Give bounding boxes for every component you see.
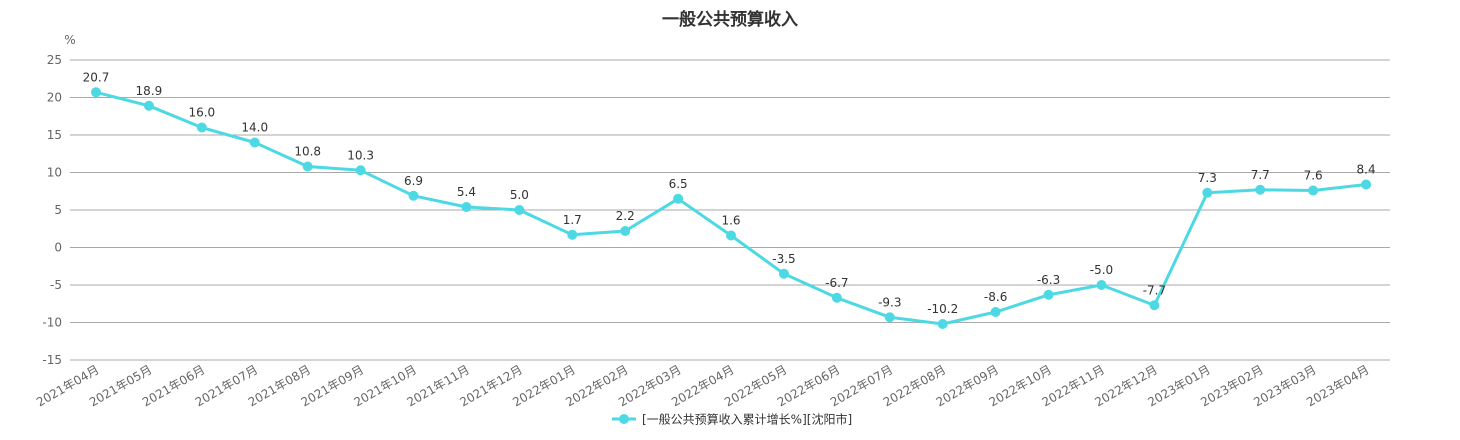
data-label: -6.3 — [1037, 273, 1060, 287]
x-axis-ticks: 2021年04月2021年05月2021年06月2021年07月2021年08月… — [34, 362, 1372, 409]
data-point[interactable] — [1202, 187, 1213, 198]
y-axis-unit: % — [64, 33, 75, 47]
data-point[interactable] — [620, 226, 631, 236]
y-axis-ticks: 25 20 15 10 5 0 -5 -10 -15 — [42, 53, 62, 367]
data-label: 7.7 — [1251, 168, 1270, 182]
data-point[interactable] — [567, 229, 578, 240]
data-label: -8.6 — [984, 290, 1007, 304]
legend[interactable]: [一般公共预算收入累计增长%][沈阳市] — [612, 412, 852, 427]
data-point[interactable] — [408, 190, 419, 201]
data-point[interactable] — [249, 137, 260, 148]
data-point[interactable] — [1096, 280, 1107, 290]
y-tick-label: 20 — [47, 91, 62, 105]
data-label: 6.9 — [404, 174, 423, 188]
data-point[interactable] — [1308, 185, 1319, 196]
data-label: 1.7 — [563, 213, 582, 227]
y-tick-label: -5 — [50, 278, 62, 292]
data-point[interactable] — [884, 312, 895, 323]
data-point[interactable] — [1149, 300, 1160, 311]
data-point[interactable] — [990, 307, 1001, 317]
data-label: 18.9 — [136, 84, 163, 98]
data-label: -10.2 — [927, 302, 958, 316]
data-point[interactable] — [778, 268, 789, 279]
data-label: -6.7 — [825, 276, 848, 290]
data-point[interactable] — [461, 202, 472, 212]
data-labels: 20.7 18.9 16.0 14.0 10.8 10.3 6.9 5.4 5.0 1.7 2.2 6… — [83, 70, 1376, 316]
series-group — [91, 87, 1372, 329]
data-label: 7.3 — [1198, 171, 1217, 185]
data-label: 14.0 — [241, 121, 268, 135]
data-point[interactable] — [1043, 289, 1054, 300]
data-label: 6.5 — [669, 177, 688, 191]
series-line — [95, 90, 1367, 326]
data-label: 7.6 — [1304, 169, 1323, 183]
grid-lines — [70, 59, 1390, 361]
data-label: -9.3 — [878, 295, 901, 309]
data-point[interactable] — [726, 230, 737, 241]
data-point[interactable] — [355, 165, 366, 176]
data-label: -5.0 — [1090, 263, 1113, 277]
data-point[interactable] — [1255, 184, 1266, 195]
y-tick-label: -10 — [42, 316, 62, 330]
data-point[interactable] — [937, 319, 948, 329]
data-point[interactable] — [143, 100, 154, 111]
y-tick-label: 15 — [47, 128, 62, 142]
chart-title: 一般公共预算收入 — [662, 9, 798, 30]
data-label: -7.7 — [1143, 283, 1166, 297]
data-label: 8.4 — [1357, 163, 1376, 177]
data-label: 1.6 — [721, 214, 740, 228]
data-point[interactable] — [673, 193, 684, 204]
data-label: 5.0 — [510, 188, 529, 202]
legend-label: [一般公共预算收入累计增长%][沈阳市] — [642, 412, 852, 427]
y-tick-label: 25 — [47, 53, 62, 67]
data-label: -3.5 — [772, 252, 795, 266]
data-label: 20.7 — [83, 70, 110, 84]
y-tick-label: 10 — [47, 166, 62, 180]
data-label: 10.8 — [294, 145, 321, 159]
data-point[interactable] — [1361, 179, 1372, 190]
data-label: 5.4 — [457, 185, 476, 199]
data-label: 2.2 — [616, 209, 635, 223]
y-tick-label: 0 — [54, 241, 62, 255]
data-label: 10.3 — [347, 148, 374, 162]
y-tick-label: -15 — [42, 353, 62, 367]
data-point[interactable] — [91, 87, 101, 98]
data-point[interactable] — [302, 161, 313, 172]
legend-dot-marker — [619, 414, 629, 424]
data-point[interactable] — [196, 122, 207, 133]
data-label: 16.0 — [188, 106, 215, 120]
data-point[interactable] — [831, 292, 842, 303]
y-tick-label: 5 — [54, 203, 62, 217]
data-point[interactable] — [514, 205, 525, 215]
